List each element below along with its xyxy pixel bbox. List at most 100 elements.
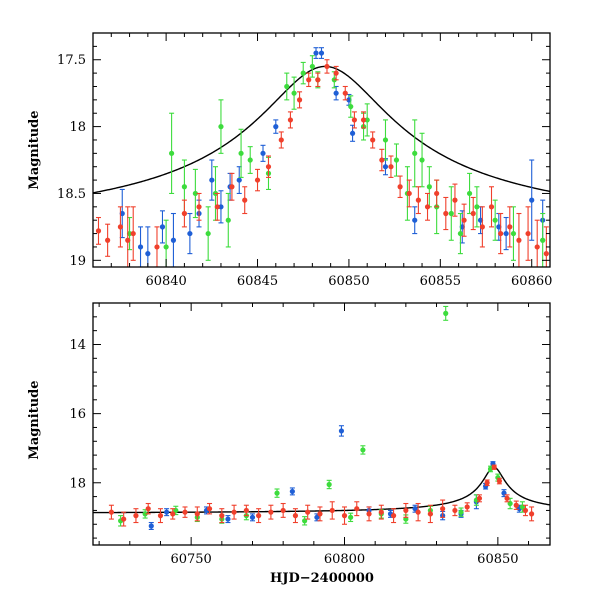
series-0	[119, 47, 546, 267]
data-point	[117, 224, 124, 230]
data-point	[464, 504, 470, 510]
x-tick-label: 60850	[477, 552, 518, 567]
data-point	[427, 511, 433, 517]
data-point	[522, 507, 529, 514]
data-point	[390, 513, 397, 519]
data-point	[274, 490, 280, 496]
data-point	[479, 224, 485, 230]
data-point	[218, 204, 224, 210]
data-point	[516, 237, 522, 243]
data-point	[510, 230, 517, 237]
data-point	[196, 204, 202, 210]
y-tick-label: 18	[69, 476, 86, 491]
data-point	[247, 157, 253, 163]
data-point	[154, 244, 160, 250]
data-point	[214, 204, 220, 210]
data-point	[218, 124, 224, 130]
y-tick-label: 14	[69, 338, 86, 353]
bottom-panel-xlabel: HJD−2400000	[270, 571, 374, 586]
data-point	[528, 511, 535, 517]
data-point	[192, 190, 198, 197]
y-tick-label: 19	[69, 254, 86, 269]
data-point	[194, 511, 200, 517]
data-point	[366, 511, 372, 517]
data-point	[289, 488, 295, 495]
data-point	[133, 513, 139, 519]
data-point	[268, 509, 274, 515]
data-point	[370, 137, 376, 143]
data-point	[351, 117, 358, 123]
data-point	[326, 481, 332, 488]
data-point	[169, 150, 175, 156]
data-point	[182, 509, 188, 515]
top-panel-zoomed-light-curve: Magnitude 60840 60845 60850 60855 60860 17.5 1…	[27, 32, 552, 289]
data-point	[291, 90, 297, 96]
data-point	[225, 217, 231, 223]
data-point	[529, 197, 535, 203]
data-point	[209, 177, 215, 183]
data-point	[412, 506, 418, 512]
data-point	[170, 237, 177, 243]
data-point	[314, 514, 320, 520]
data-point	[315, 77, 321, 83]
x-tick-label: 60840	[145, 274, 186, 289]
data-point	[333, 90, 339, 96]
data-point	[187, 230, 193, 237]
data-point	[273, 124, 279, 130]
data-point	[424, 204, 431, 210]
model-fit-curve	[93, 466, 550, 514]
data-point	[236, 177, 242, 183]
data-point	[181, 210, 187, 217]
data-point	[280, 507, 286, 514]
data-point	[397, 184, 403, 190]
data-point	[440, 506, 446, 512]
data-point	[360, 117, 367, 123]
data-point	[434, 190, 440, 197]
data-point	[513, 502, 519, 508]
data-point	[492, 217, 498, 223]
y-tick-label: 17.5	[57, 53, 86, 68]
data-point	[354, 506, 360, 512]
data-point	[206, 506, 213, 512]
data-point	[300, 70, 306, 76]
x-tick-label: 60860	[511, 274, 552, 289]
data-point	[364, 117, 370, 123]
data-point	[243, 507, 249, 514]
data-point	[349, 130, 356, 136]
data-point	[256, 513, 262, 519]
axis-frame	[92, 32, 551, 268]
x-tick-label: 60850	[328, 274, 369, 289]
data-point	[406, 190, 412, 197]
data-point	[534, 244, 540, 250]
data-point	[457, 230, 464, 237]
data-point	[543, 251, 549, 257]
x-tick-label: 60855	[420, 274, 461, 289]
y-tick-label: 16	[69, 407, 86, 422]
data-point	[461, 217, 467, 223]
data-point	[443, 310, 449, 316]
data-point	[142, 511, 148, 517]
data-point	[170, 511, 176, 517]
data-point	[105, 237, 111, 243]
data-point	[329, 507, 335, 514]
data-point	[317, 511, 323, 517]
data-point	[382, 164, 389, 170]
x-tick-label: 60845	[237, 274, 278, 289]
data-point	[231, 509, 237, 515]
data-point	[238, 150, 244, 156]
data-point	[452, 197, 458, 203]
y-tick-label: 18.5	[57, 187, 86, 202]
data-point	[382, 137, 389, 143]
data-point	[313, 50, 319, 56]
data-point	[225, 516, 231, 522]
data-point	[333, 70, 339, 76]
data-point	[540, 237, 546, 243]
data-point	[452, 507, 458, 514]
data-point	[504, 495, 510, 501]
data-point	[378, 509, 384, 515]
series-0	[148, 425, 522, 530]
data-point	[306, 77, 312, 83]
data-point	[145, 506, 151, 512]
data-point	[426, 184, 432, 190]
data-point	[157, 513, 164, 519]
